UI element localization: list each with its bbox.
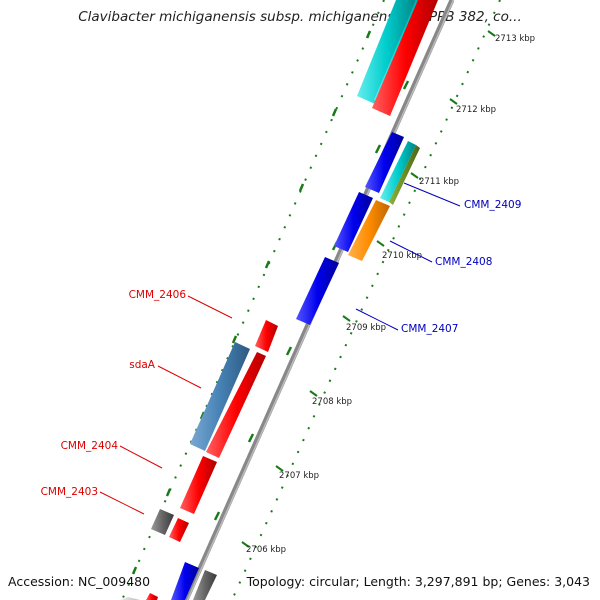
gene-label-cmm2404[interactable]: CMM_2404 <box>61 440 119 452</box>
leader-line <box>99 491 145 515</box>
tick-label: 2707 kbp <box>279 471 319 481</box>
tick-mark <box>487 30 496 37</box>
leader-line <box>157 365 202 389</box>
tick-mark <box>342 315 351 322</box>
tick-label: 2710 kbp <box>382 251 422 261</box>
leader-line <box>187 295 233 319</box>
genome-summary-text: Topology: circular; Length: 3,297,891 bp… <box>246 574 590 589</box>
tick-mark <box>241 541 250 548</box>
gene-arrow-blue[interactable] <box>365 132 404 193</box>
gene-arrow-sdaa[interactable] <box>190 342 250 451</box>
gene-arrow-red[interactable] <box>372 0 438 116</box>
tick-label: 2713 kbp <box>495 34 535 44</box>
gene-arrow-red[interactable] <box>206 352 266 458</box>
tick-mark <box>376 240 385 247</box>
gene-label-sdaa[interactable]: sdaA <box>129 359 156 371</box>
tick-mark <box>309 390 318 397</box>
gene-label-cmm2406[interactable]: CMM_2406 <box>129 289 187 301</box>
tick-mark <box>449 98 458 105</box>
gene-label-cmm2408[interactable]: CMM_2408 <box>435 256 492 268</box>
gene-arrow-red-small[interactable] <box>169 518 189 542</box>
gene-arrow-red[interactable] <box>146 593 158 600</box>
gene-label-cmm2409[interactable]: CMM_2409 <box>464 199 521 211</box>
gene-arrow-cyan[interactable] <box>357 0 416 104</box>
gene-arrow-blue[interactable] <box>334 192 373 252</box>
gene-arrow-blue[interactable] <box>171 562 199 600</box>
gene-arrow-cmm2403[interactable] <box>151 509 174 535</box>
tick-label: 2708 kbp <box>312 397 352 407</box>
gene-arrow-lightgray[interactable] <box>120 597 140 600</box>
tick-label: 2706 kbp <box>246 545 286 555</box>
leader-line <box>355 308 399 331</box>
leader-line <box>403 182 461 207</box>
leader-line <box>389 240 433 263</box>
gene-arrow-cmm2409[interactable] <box>380 141 416 202</box>
tick-mark <box>275 465 284 472</box>
gene-label-cmm2407[interactable]: CMM_2407 <box>401 323 458 335</box>
gene-label-cmm2403[interactable]: CMM_2403 <box>41 486 98 498</box>
leader-line <box>119 445 163 469</box>
position-ticks <box>131 30 496 575</box>
tick-label: 2709 kbp <box>346 323 386 333</box>
gene-arrow-cmm2409-segment[interactable] <box>389 145 420 205</box>
tick-mark <box>410 172 419 179</box>
tick-label: 2712 kbp <box>456 105 496 115</box>
gene-arrow-cmm2406[interactable] <box>255 320 278 352</box>
gene-arrow-blue[interactable] <box>296 257 339 325</box>
inner-dotted-ring <box>231 0 501 600</box>
gene-arrow-cmm2404[interactable] <box>180 456 217 514</box>
gene-arrow-gray[interactable] <box>193 570 217 600</box>
tick-label: 2711 kbp <box>419 177 459 187</box>
gene-arrow-cmm2408[interactable] <box>348 200 390 261</box>
accession-text: Accession: NC_009480 <box>8 574 151 589</box>
